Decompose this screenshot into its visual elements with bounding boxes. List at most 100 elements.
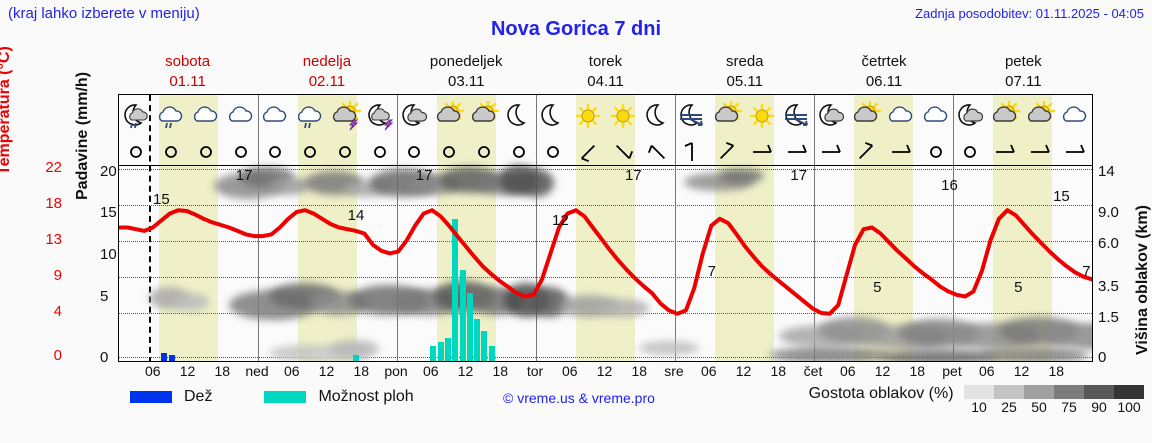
x-tick-sre: sre (664, 363, 684, 379)
temp-label: 7 (1082, 262, 1091, 280)
temp-label: 15 (153, 190, 170, 208)
day-header-ponedeljek: ponedeljek 03.11 (397, 52, 536, 94)
wind-barb-w (1057, 139, 1092, 165)
strip-separator (258, 95, 259, 165)
x-tick-06: 06 (700, 363, 717, 379)
sun-cloud-storm-icon (328, 95, 363, 139)
x-tick-18: 18 (770, 363, 787, 379)
cloud-density-swatch (1054, 385, 1084, 399)
day-date: 05.11 (726, 73, 763, 90)
x-tick-18: 18 (631, 363, 648, 379)
copyright-label[interactable]: © vreme.us & vreme.pro (503, 390, 655, 406)
moon-icon (640, 95, 675, 139)
temp-label: 7 (707, 262, 716, 280)
sun-icon (745, 95, 780, 139)
day-header-torek: torek 04.11 (536, 52, 675, 94)
sun-cloud-icon (432, 95, 467, 139)
wind-barb-sw (710, 139, 745, 165)
x-tick-06: 06 (978, 363, 995, 379)
cloud-icon (258, 95, 293, 139)
cloud-icon (223, 95, 258, 139)
rain-legend-label: Dež (184, 388, 213, 405)
cloud-density-value: 50 (1031, 399, 1047, 415)
precip-bar-rain (160, 353, 167, 361)
temp-tick-4: 4 (53, 303, 62, 320)
cloud-tick-3.5: 3.5 (1098, 278, 1119, 295)
sun-icon (571, 95, 606, 139)
cloud-icon (1057, 95, 1092, 139)
precip-bar-shower (474, 319, 481, 361)
temp-tick-22: 22 (45, 159, 62, 176)
day-separator (258, 95, 259, 361)
prec-tick-5: 5 (100, 288, 109, 305)
moon-cloud-drizzle-icon (119, 95, 154, 139)
precip-bar-shower (467, 292, 474, 361)
last-update-label: Zadnja posodobitev: 01.11.2025 - 04:05 (915, 6, 1144, 21)
sun-cloud-icon (467, 95, 502, 139)
cloud-blob (719, 169, 764, 183)
cloud-icon (918, 95, 953, 139)
wind-barb-sw (849, 139, 884, 165)
cloud-blob (979, 347, 1089, 361)
x-tick-06: 06 (839, 363, 856, 379)
wind-barb-calm (501, 139, 536, 165)
cloud-blob (329, 340, 379, 358)
x-tick-18: 18 (1048, 363, 1065, 379)
precip-bar-rain (168, 355, 175, 361)
temp-tick-0: 0 (53, 347, 62, 364)
day-name: nedelja (302, 53, 352, 70)
cloud-blob (269, 177, 309, 195)
gridline (119, 277, 1092, 278)
day-date: 07.11 (1005, 73, 1042, 90)
temp-label: 16 (941, 177, 958, 195)
temp-label: 17 (790, 166, 808, 184)
x-tick-ned: ned (245, 363, 269, 379)
rain-swatch (130, 391, 172, 403)
temperature-line (119, 208, 1092, 316)
day-date: 06.11 (865, 73, 903, 90)
cloud-density-swatch (1024, 385, 1054, 399)
cloud-drizzle-icon (154, 95, 189, 139)
temp-label: 17 (415, 166, 433, 184)
x-tick-18: 18 (909, 363, 926, 379)
location-picker-note: (kraj lahko izberete v meniju) (8, 5, 200, 22)
x-tick-06: 06 (561, 363, 578, 379)
sun-cloud-icon (710, 95, 745, 139)
strip-baseline (119, 165, 1092, 166)
precip-bar-shower (352, 355, 359, 361)
x-tick-18: 18 (214, 363, 231, 379)
wind-barb-nw (606, 139, 641, 165)
wind-barb-strip (119, 139, 1092, 165)
cloud-density-value: 100 (1117, 399, 1141, 415)
moon-cloud-icon (814, 95, 849, 139)
day-separator (953, 95, 954, 361)
cloud-tick-6.0: 6.0 (1098, 235, 1119, 252)
wind-barb-calm (432, 139, 467, 165)
x-tick-pet: pet (942, 363, 962, 379)
cloud-drizzle-icon (293, 95, 328, 139)
x-tick-čet: čet (803, 363, 823, 379)
day-date: 04.11 (587, 73, 624, 90)
strip-separator (953, 95, 954, 165)
x-tick-12: 12 (1013, 363, 1030, 379)
x-tick-12: 12 (735, 363, 752, 379)
wind-barb-calm (258, 139, 293, 165)
cloud-icon (189, 95, 224, 139)
day-separator (536, 95, 537, 361)
day-name: četrtek (861, 53, 907, 70)
day-name: torek (588, 53, 623, 70)
weather-icon-strip (119, 95, 1092, 139)
precipitation-legend: Dež Možnost ploh (130, 388, 466, 406)
temp-label: 17 (624, 166, 642, 184)
wind-barb-calm (918, 139, 953, 165)
moon-cloud-storm-icon (362, 95, 397, 139)
x-tick-12: 12 (874, 363, 891, 379)
wind-barb-calm (328, 139, 363, 165)
x-tick-12: 12 (318, 363, 335, 379)
moon-wind-icon (779, 95, 814, 139)
wind-barb-calm (467, 139, 502, 165)
cloud-blob (599, 299, 649, 317)
day-name: petek (1004, 53, 1042, 70)
precip-bar-shower (480, 330, 487, 361)
